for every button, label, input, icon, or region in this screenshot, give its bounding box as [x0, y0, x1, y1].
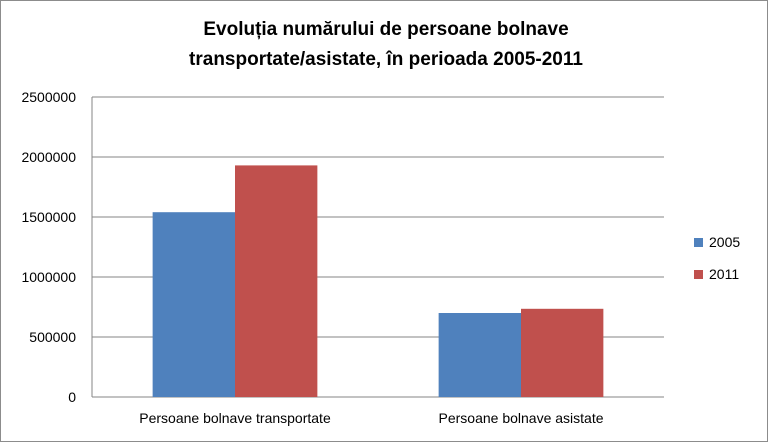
bar-2005: [438, 313, 521, 397]
chart-title: Evoluția numărului de persoane bolnave t…: [91, 15, 681, 75]
legend-swatch-2005: [694, 237, 703, 247]
legend-label-2005: 2005: [709, 234, 741, 250]
y-tick-label: 2000000: [21, 149, 76, 165]
y-tick-label: 500000: [29, 329, 76, 345]
chart-title-line-2: transportate/asistate, în perioada 2005-…: [189, 49, 583, 70]
legend-label-2011: 2011: [709, 266, 740, 282]
legend-item-2011: 2011: [694, 264, 740, 284]
y-tick-label: 1500000: [21, 209, 76, 225]
legend-swatch-2011: [694, 269, 703, 279]
y-tick-label: 2500000: [21, 89, 76, 105]
y-tick-label: 1000000: [21, 269, 76, 285]
bar-2005: [152, 212, 235, 397]
x-tick-label: Persoane bolnave asistate: [439, 410, 604, 426]
y-tick-label: 0: [68, 389, 76, 405]
x-tick-label: Persoane bolnave transportate: [139, 410, 331, 426]
legend: 2005 2011: [694, 232, 740, 296]
bar-2011: [521, 308, 604, 397]
legend-item-2005: 2005: [694, 232, 740, 252]
bar-2011: [235, 165, 318, 397]
chart-title-line-1: Evoluția numărului de persoane bolnave: [203, 19, 569, 40]
